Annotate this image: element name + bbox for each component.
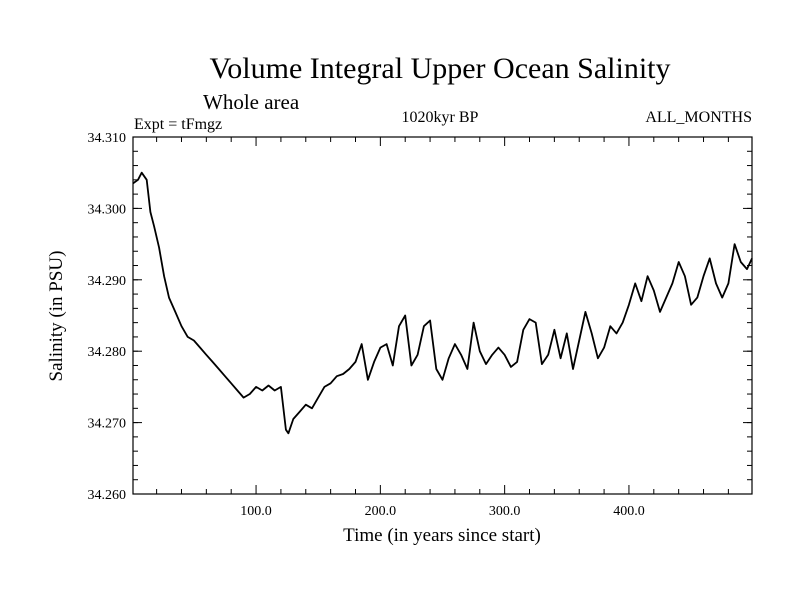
period-label: 1020kyr BP [402, 109, 479, 126]
y-tick-label: 34.300 [88, 202, 127, 217]
experiment-label: Expt = tFmgz [134, 116, 222, 133]
chart-subtitle: Whole area [203, 90, 300, 114]
x-tick-label: 300.0 [489, 504, 521, 519]
chart-title: Volume Integral Upper Ocean Salinity [210, 52, 671, 85]
y-tick-label: 34.310 [88, 131, 127, 146]
y-tick-label: 34.260 [88, 488, 127, 503]
y-tick-label: 34.270 [88, 417, 127, 432]
x-axis-label: Time (in years since start) [343, 525, 541, 546]
x-tick-label: 200.0 [365, 504, 397, 519]
x-tick-label: 400.0 [613, 504, 645, 519]
plot-frame [132, 136, 753, 495]
axes: 34.260 34.270 34.280 34.290 34.300 34.310 100.… [88, 131, 752, 519]
y-tick-label: 34.290 [88, 274, 127, 289]
y-tick-label: 34.280 [88, 345, 127, 360]
x-tick-label: 100.0 [240, 504, 272, 519]
y-axis-label: Salinity (in PSU) [46, 251, 67, 382]
series-line-salinity [132, 171, 753, 435]
months-label: ALL_MONTHS [645, 109, 752, 126]
